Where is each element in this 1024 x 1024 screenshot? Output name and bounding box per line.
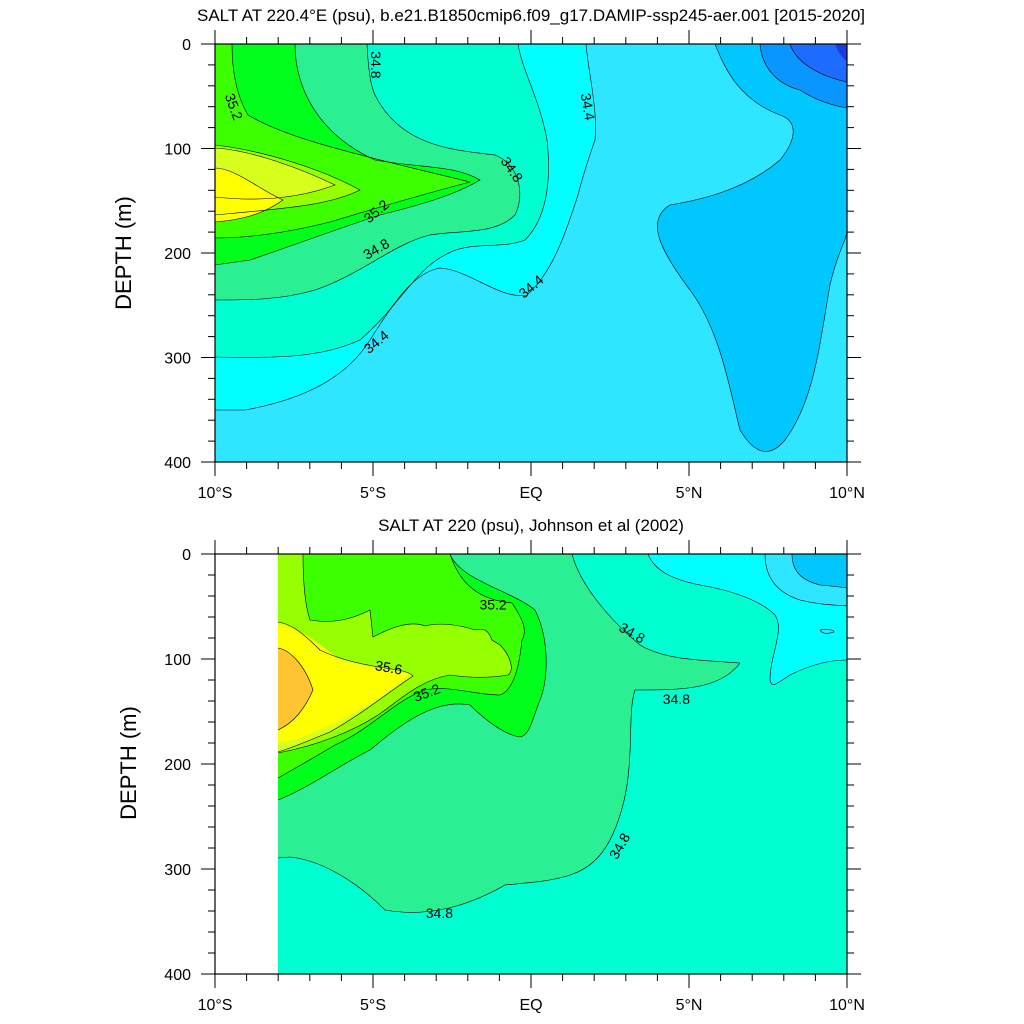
x-tick-label: 10°N — [829, 485, 865, 502]
contour-label-text: 35.6 — [374, 657, 404, 678]
panel-top-title: SALT AT 220.4°E (psu), b.e21.B1850cmip6.… — [197, 6, 865, 25]
contour-label: 35.2 — [479, 596, 506, 612]
panel-top-field — [215, 44, 847, 462]
contour-label-text: 34.8 — [663, 691, 690, 707]
y-tick-label: 300 — [164, 351, 191, 368]
salinity-band-36.0 — [278, 648, 313, 730]
salinity-band-35.8 — [278, 625, 410, 742]
y-tick-label: 300 — [164, 862, 191, 879]
contour-label: 34.4 — [578, 92, 599, 122]
x-tick-label: EQ — [519, 485, 542, 502]
contour-label-text: 34.8 — [368, 51, 384, 78]
contour-label-text: 34.4 — [578, 92, 599, 122]
panel-bottom-field — [215, 554, 847, 974]
x-tick-label: EQ — [519, 997, 542, 1014]
panel-bottom-y-axis-label: DEPTH (m) — [116, 706, 141, 820]
salinity-band-35.8 — [215, 168, 283, 222]
panel-top: SALT AT 220.4°E (psu), b.e21.B1850cmip6.… — [111, 6, 865, 502]
x-tick-label: 5°S — [360, 997, 386, 1014]
x-tick-label: 5°N — [676, 997, 703, 1014]
panel-bottom: SALT AT 220 (psu), Johnson et al (2002) — [116, 516, 865, 1014]
salinity-band-33.6 — [790, 44, 847, 82]
contour-label: 35.6 — [374, 657, 404, 678]
x-tick-label: 5°S — [360, 485, 386, 502]
x-tick-label: 5°N — [676, 485, 703, 502]
salinity-band-33.4 — [835, 44, 847, 62]
contour-label: 34.8 — [368, 51, 384, 78]
contour-label: 34.8 — [426, 905, 453, 921]
salinity-band-34.0 — [657, 44, 847, 452]
y-tick-label: 200 — [164, 246, 191, 263]
panel-bottom-axes: 10°S 5°S EQ 5°N 10°N 0 100 200 300 400 — [164, 540, 865, 1014]
x-tick-label: 10°S — [198, 485, 233, 502]
contour-label-text: 34.8 — [426, 905, 453, 921]
y-tick-label: 400 — [164, 967, 191, 984]
contour-label-text: 35.2 — [479, 596, 506, 612]
x-tick-label: 10°S — [198, 997, 233, 1014]
panel-bottom-title: SALT AT 220 (psu), Johnson et al (2002) — [378, 516, 684, 535]
y-tick-label: 100 — [164, 652, 191, 669]
salinity-band-34.0 — [792, 554, 847, 588]
panel-top-y-axis-label: DEPTH (m) — [111, 196, 136, 310]
y-tick-label: 400 — [164, 455, 191, 472]
panel-top-axes: 10°S 5°S EQ 5°N 10°N 0 100 200 300 400 — [164, 30, 865, 502]
x-tick-label: 10°N — [829, 997, 865, 1014]
y-tick-label: 0 — [182, 547, 191, 564]
salinity-band-34.2-small — [820, 629, 834, 634]
y-tick-label: 100 — [164, 142, 191, 159]
y-tick-label: 200 — [164, 757, 191, 774]
contour-label: 34.8 — [663, 691, 690, 707]
y-tick-label: 0 — [182, 37, 191, 54]
